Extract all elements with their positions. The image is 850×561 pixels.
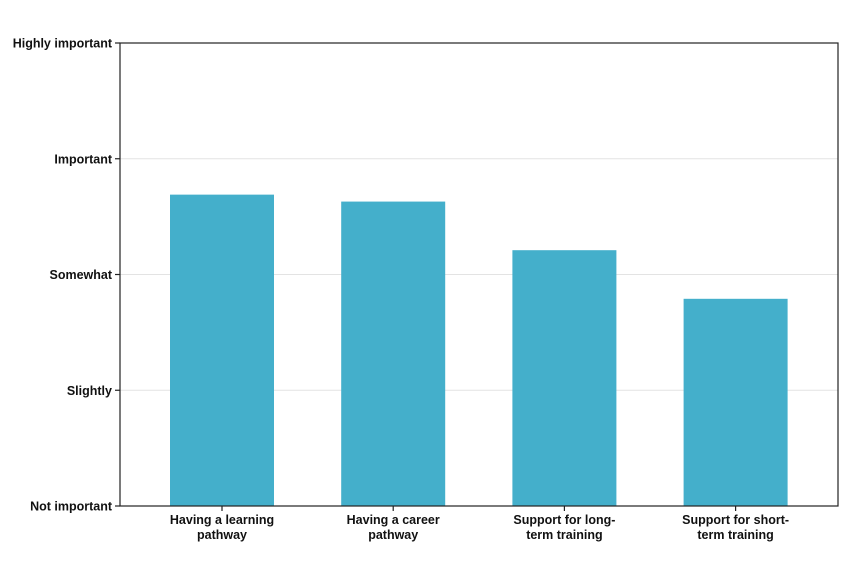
x-tick-label: Support for long-term training (513, 513, 615, 542)
y-axis-ticks: Not important Slightly Somewhat Important Hi… (13, 37, 120, 514)
bar (512, 250, 617, 506)
x-tick-label-line: term training (526, 528, 602, 542)
x-tick-label-line: pathway (368, 528, 418, 542)
y-tick-label: Slightly (67, 384, 112, 398)
bar (170, 194, 274, 506)
x-tick-label: Having a career pathway (347, 513, 440, 542)
x-tick-label: Having a learning pathway (170, 513, 274, 542)
bar (683, 298, 788, 506)
x-tick-label-line: pathway (197, 528, 247, 542)
x-tick-label-line: term training (697, 528, 773, 542)
y-tick-label: Not important (30, 500, 113, 514)
x-tick-label: Support for short-term training (682, 513, 789, 542)
x-tick-label-line: Having a learning (170, 513, 274, 527)
y-tick-label: Somewhat (49, 268, 112, 282)
bars (170, 194, 788, 506)
y-tick-label: Highly important (13, 37, 113, 51)
x-tick-label-line: Support for short- (682, 513, 789, 527)
bar (341, 201, 446, 506)
y-tick-label: Important (54, 152, 112, 166)
x-tick-label-line: Support for long- (513, 513, 615, 527)
x-tick-label-line: Having a career (347, 513, 440, 527)
